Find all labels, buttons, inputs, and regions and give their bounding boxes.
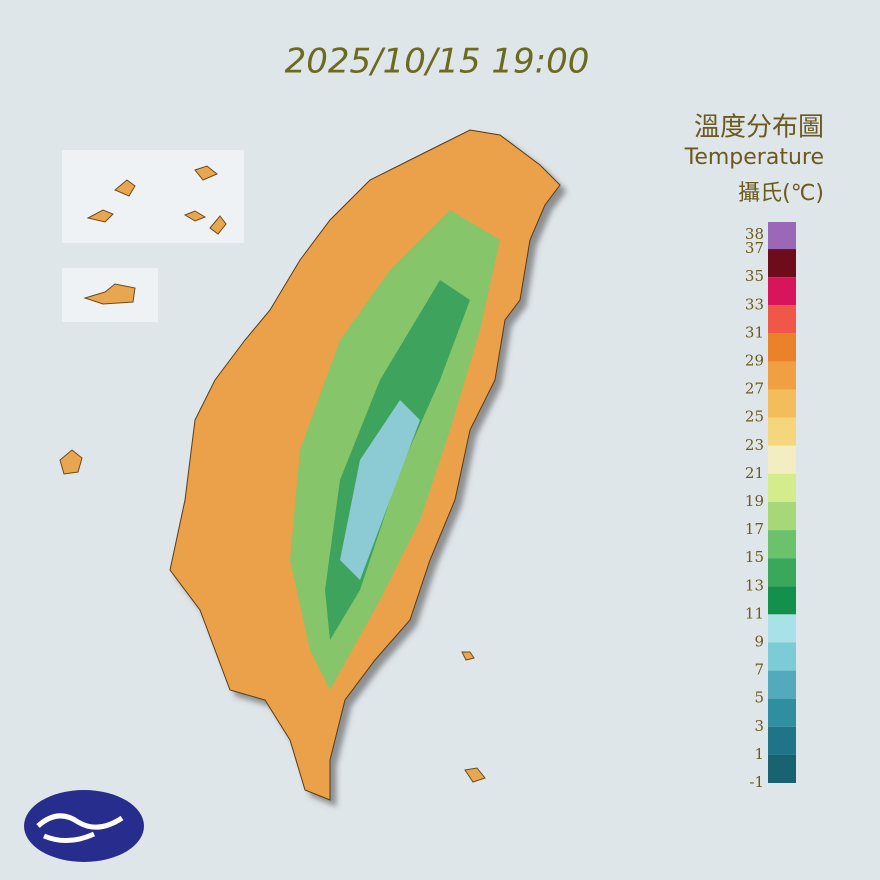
colorbar-label: 37 — [745, 239, 764, 257]
colorbar-label: 31 — [745, 323, 764, 341]
colorbar-label: 27 — [745, 380, 764, 398]
legend-title: 溫度分布圖 — [694, 113, 824, 143]
colorbar-band — [768, 389, 796, 418]
colorbar-band — [768, 222, 796, 250]
summit-zone — [340, 400, 420, 580]
legend-subtitle: Temperature — [684, 145, 824, 170]
colorbar-label: 29 — [745, 351, 764, 369]
colorbar-band — [768, 361, 796, 390]
colorbar-band — [768, 445, 796, 474]
colorbar-band — [768, 754, 796, 783]
colorbar-label: 21 — [745, 464, 764, 482]
colorbar-label: 15 — [745, 548, 764, 566]
colorbar-band — [768, 473, 796, 502]
colorbar-label: 9 — [754, 632, 764, 650]
colorbar-label: 17 — [745, 520, 764, 538]
colorbar-label: 23 — [745, 436, 764, 454]
island — [59, 165, 486, 783]
colorbar-band — [768, 726, 796, 755]
colorbar-label: 38 — [745, 225, 764, 243]
colorbar-label: 19 — [745, 492, 764, 510]
colorbar-band — [768, 277, 796, 306]
colorbar-label: 33 — [745, 295, 764, 313]
colorbar-band — [768, 586, 796, 615]
colorbar-band — [768, 530, 796, 559]
colorbar-band — [768, 417, 796, 446]
legend-unit: 攝氏(℃) — [738, 181, 824, 206]
colorbar-band — [768, 501, 796, 531]
colorbar-band — [768, 698, 796, 727]
colorbar-label: 5 — [754, 689, 764, 707]
colorbar-label: 1 — [754, 745, 764, 763]
colorbar-label: -1 — [749, 773, 764, 791]
colorbar-band — [768, 249, 796, 278]
colorbar-label: 13 — [745, 576, 764, 594]
colorbar-band — [768, 558, 796, 587]
map-title: 2025/10/15 19:00 — [285, 42, 590, 82]
colorbar-band — [768, 614, 796, 643]
colorbar-label: 11 — [745, 604, 764, 622]
logo-mark — [36, 813, 124, 843]
colorbar-label: 25 — [745, 408, 764, 426]
colorbar-label: 3 — [754, 717, 764, 735]
colorbar-band — [768, 305, 796, 334]
colorbar-label: 7 — [754, 661, 764, 679]
colorbar-label: 35 — [745, 267, 764, 285]
colorbar-band — [768, 333, 796, 362]
colorbar-band — [768, 642, 796, 671]
colorbar-band — [768, 670, 796, 699]
